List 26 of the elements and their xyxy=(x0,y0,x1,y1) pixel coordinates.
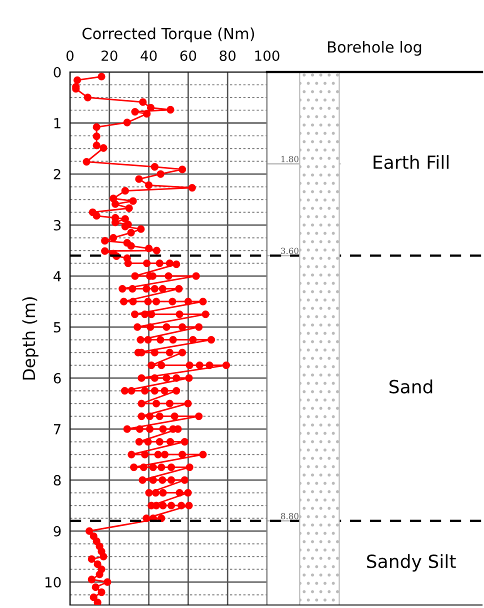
y-tick-label: 2 xyxy=(54,168,60,180)
x-tick-label: 20 xyxy=(102,50,118,61)
y-tick-label: 0 xyxy=(54,66,61,78)
x-tick-label: 100 xyxy=(255,50,280,61)
text: Sandy Silt xyxy=(367,554,456,572)
x-tick-label: 80 xyxy=(220,50,236,61)
text: Borehole log xyxy=(328,40,422,56)
y-tick-label: 8 xyxy=(54,475,61,486)
text: Sand xyxy=(390,379,432,394)
ref-line-label: 1.80 xyxy=(281,156,298,162)
y-axis-title: Depth (m) xyxy=(22,297,38,380)
text: Earth Fill xyxy=(374,155,448,170)
x-axis-title: Corrected Torque (Nm) xyxy=(82,28,254,42)
ref-line-label: 3.60 xyxy=(281,248,298,254)
y-tick-label: 5 xyxy=(54,322,60,332)
y-tick-label: 9 xyxy=(54,526,61,537)
y-tick-label: 1 xyxy=(54,118,60,128)
x-tick-label: 60 xyxy=(180,50,196,61)
x-tick-label: 40 xyxy=(140,50,157,61)
ref-line-label: 8.80 xyxy=(281,512,298,520)
y-tick-label: 7 xyxy=(54,424,60,434)
x-tick-label: 0 xyxy=(66,50,74,61)
y-tick-label: 6 xyxy=(54,372,61,384)
y-tick-label: 3 xyxy=(54,220,61,230)
y-tick-label: 4 xyxy=(54,271,61,282)
y-tick-label: 10 xyxy=(46,577,61,588)
